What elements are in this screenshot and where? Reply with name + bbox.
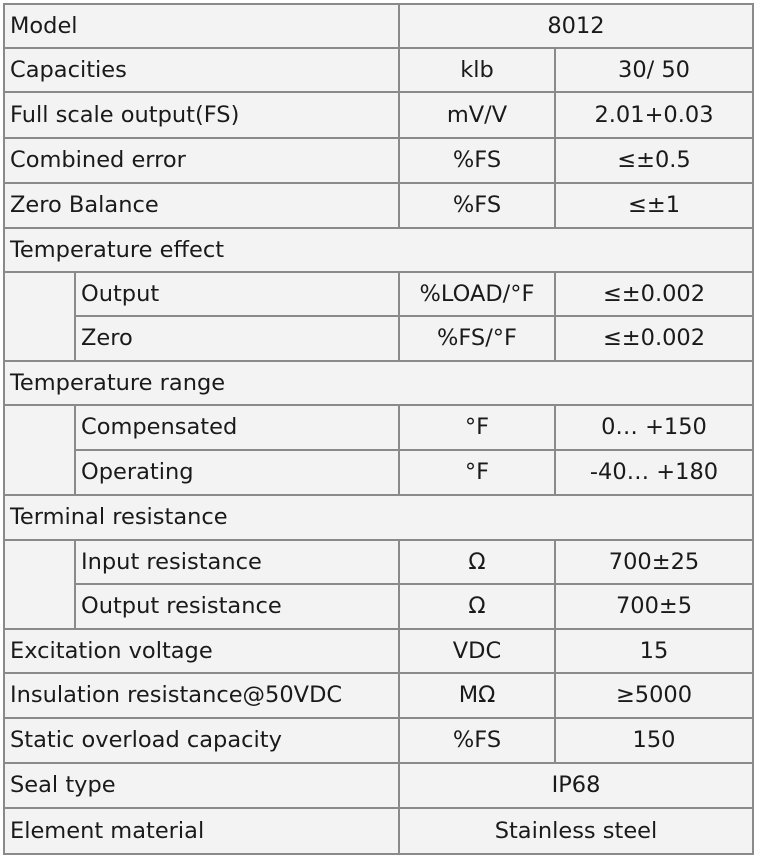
terminal-resistance-label: Terminal resistance — [3, 496, 754, 541]
capacities-value: 30/ 50 — [556, 49, 754, 93]
seal-type-value: IP68 — [400, 764, 754, 809]
insulation-resistance-unit: MΩ — [400, 674, 556, 719]
full-scale-output-value: 2.01+0.03 — [556, 93, 754, 139]
temperature-effect-label: Temperature effect — [3, 229, 754, 273]
output-resistance-unit: Ω — [400, 585, 556, 630]
input-resistance-value: 700±25 — [556, 541, 754, 585]
temperature-effect-indent — [3, 273, 76, 362]
output-resistance-value: 700±5 — [556, 585, 754, 630]
zero-balance-unit: %FS — [400, 184, 556, 229]
temp-effect-output-value: ≤±0.002 — [556, 273, 754, 317]
temp-range-compensated-value: 0… +150 — [556, 406, 754, 451]
temp-effect-output-unit: %LOAD/°F — [400, 273, 556, 317]
combined-error-label: Combined error — [3, 139, 400, 184]
input-resistance-label: Input resistance — [76, 541, 400, 585]
temp-range-operating-unit: °F — [400, 451, 556, 496]
temperature-range-indent — [3, 406, 76, 496]
temp-effect-zero-label: Zero — [76, 317, 400, 362]
capacities-unit: klb — [400, 49, 556, 93]
element-material-value: Stainless steel — [400, 809, 754, 855]
model-value: 8012 — [400, 3, 754, 49]
full-scale-output-label: Full scale output(FS) — [3, 93, 400, 139]
temp-range-compensated-label: Compensated — [76, 406, 400, 451]
combined-error-value: ≤±0.5 — [556, 139, 754, 184]
excitation-voltage-label: Excitation voltage — [3, 630, 400, 674]
temp-range-operating-value: -40… +180 — [556, 451, 754, 496]
excitation-voltage-value: 15 — [556, 630, 754, 674]
input-resistance-unit: Ω — [400, 541, 556, 585]
zero-balance-label: Zero Balance — [3, 184, 400, 229]
temp-effect-output-label: Output — [76, 273, 400, 317]
zero-balance-value: ≤±1 — [556, 184, 754, 229]
full-scale-output-unit: mV/V — [400, 93, 556, 139]
temp-range-operating-label: Operating — [76, 451, 400, 496]
spec-table: Model 8012 Capacities klb 30/ 50 Full sc… — [3, 3, 754, 855]
excitation-voltage-unit: VDC — [400, 630, 556, 674]
combined-error-unit: %FS — [400, 139, 556, 184]
capacities-label: Capacities — [3, 49, 400, 93]
output-resistance-label: Output resistance — [76, 585, 400, 630]
temp-range-compensated-unit: °F — [400, 406, 556, 451]
static-overload-value: 150 — [556, 719, 754, 764]
seal-type-label: Seal type — [3, 764, 400, 809]
temp-effect-zero-unit: %FS/°F — [400, 317, 556, 362]
temperature-range-label: Temperature range — [3, 362, 754, 406]
static-overload-unit: %FS — [400, 719, 556, 764]
insulation-resistance-label: Insulation resistance@50VDC — [3, 674, 400, 719]
terminal-resistance-indent — [3, 541, 76, 630]
temp-effect-zero-value: ≤±0.002 — [556, 317, 754, 362]
element-material-label: Element material — [3, 809, 400, 855]
insulation-resistance-value: ≥5000 — [556, 674, 754, 719]
model-label: Model — [3, 3, 400, 49]
static-overload-label: Static overload capacity — [3, 719, 400, 764]
